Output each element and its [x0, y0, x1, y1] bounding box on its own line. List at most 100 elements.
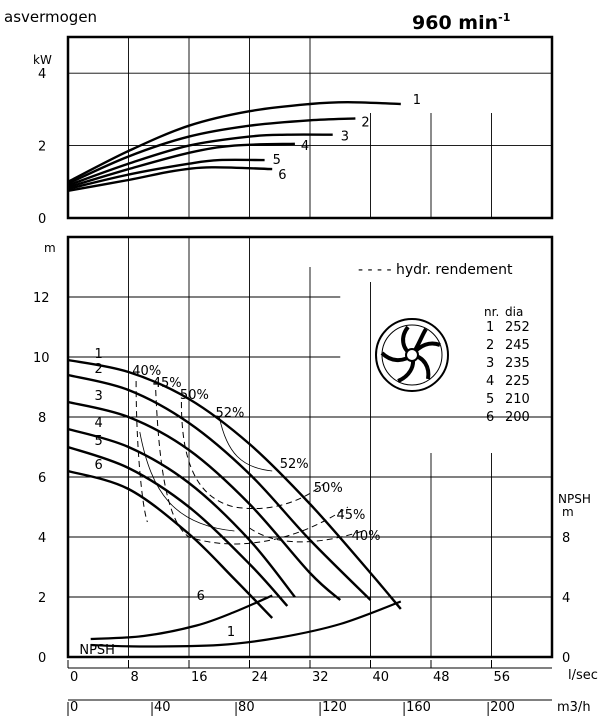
x-axis-label-m3h: m3/h	[557, 700, 591, 715]
legend-row-nr: 2	[486, 338, 494, 353]
legend-row-dia: 235	[505, 356, 530, 371]
power-curve-2	[67, 117, 356, 185]
power-curve-label-4: 4	[301, 139, 309, 154]
x2-tick-label: 40	[154, 700, 171, 715]
npsh-curve-6	[90, 594, 273, 641]
npsh-axis-label-line1: NPSH	[558, 492, 591, 506]
power-y-tick: 2	[38, 140, 46, 155]
x2-tick-label: 200	[490, 700, 515, 715]
power-y-tick: 4	[38, 67, 46, 82]
legend-row-nr: 4	[486, 374, 494, 389]
legend-row-nr: 6	[486, 410, 494, 425]
head-curve-3	[67, 400, 342, 601]
x-tick-label: 32	[312, 670, 329, 685]
x-tick-label: 0	[70, 670, 78, 685]
legend-row-dia: 245	[505, 338, 530, 353]
npsh-curve-label: 1	[227, 625, 235, 640]
power-curve-3	[67, 133, 333, 187]
power-curve-label-5: 5	[273, 153, 281, 168]
power-curve-5	[67, 158, 265, 191]
impeller-icon	[375, 318, 449, 392]
head-y-tick: 2	[38, 591, 46, 606]
head-y-tick: 8	[38, 411, 46, 426]
head-curve-label-5: 5	[94, 434, 102, 449]
eff-contour-45	[155, 389, 349, 545]
legend-row-dia: 225	[505, 374, 530, 389]
power-curve-6	[67, 166, 273, 192]
x-tick-label: 8	[131, 670, 139, 685]
head-curves: 12 3 4 5 6	[67, 347, 402, 619]
npsh-curves: NPSH 6 1	[79, 589, 402, 658]
head-y-axis-label: m	[44, 241, 56, 255]
legend-row-nr: 3	[486, 356, 494, 371]
head-curve-4	[67, 427, 296, 598]
head-curve-label-1: 1	[94, 347, 102, 362]
head-curve-6	[67, 469, 274, 619]
grid-layer	[68, 37, 552, 657]
efficiency-label: 52%	[280, 457, 309, 472]
legend-row-dia: 200	[505, 410, 530, 425]
power-y-axis-label: kW	[33, 53, 52, 67]
head-curve-label-4: 4	[94, 416, 102, 431]
legend-bg	[352, 252, 548, 282]
x2-tick-label: 160	[406, 700, 431, 715]
efficiency-label: 40%	[352, 529, 381, 544]
legend-head-dia: dia	[505, 305, 523, 319]
x2-tick-label: 120	[322, 700, 347, 715]
npsh-curve-label: 6	[197, 589, 205, 604]
npsh-y-tick: 0	[562, 651, 570, 666]
x-axis-label-lsec: l/sec	[568, 668, 598, 683]
power-curves: 1 23 4 56	[67, 93, 421, 192]
legend-table: 1 252 2 245 3 235 4 225 5 210 6 200	[486, 320, 530, 425]
efficiency-label: 40%	[132, 364, 161, 379]
head-curve-5	[67, 445, 289, 607]
power-curve-4	[67, 142, 295, 189]
x-tick-label: 24	[252, 670, 269, 685]
power-curve-label-6: 6	[278, 168, 286, 183]
x-tick-label: 56	[494, 670, 511, 685]
x-tick-label: 40	[373, 670, 390, 685]
efficiency-label: 50%	[314, 481, 343, 496]
power-curve-label-2: 2	[361, 115, 369, 130]
eff-contour-40	[135, 380, 148, 523]
legend-row-nr: 5	[486, 392, 494, 407]
efficiency-label: 52%	[215, 406, 244, 421]
npsh-curve-1	[90, 600, 402, 648]
head-y-tick: 10	[33, 351, 50, 366]
iso-line	[139, 431, 235, 532]
efficiency-label: 45%	[153, 376, 182, 391]
npsh-axis-label: NPSH m	[558, 492, 595, 519]
npsh-curve-label: NPSH	[79, 643, 115, 658]
x2-tick-label: 0	[70, 700, 78, 715]
power-curve-1	[67, 100, 401, 183]
x-tick-label: 48	[433, 670, 450, 685]
head-curve-2	[67, 373, 372, 601]
efficiency-contours: 40%45%50%52%52%50%45%40%	[132, 364, 381, 545]
head-y-tick: 4	[38, 531, 46, 546]
head-y-tick: 6	[38, 471, 46, 486]
tick-labels: 0 8 16 24 32 40 48 560 40 80 120 160 200024024681012…	[33, 67, 570, 716]
x-tick-label: 16	[191, 670, 208, 685]
efficiency-legend: - - - - hydr. rendement	[358, 262, 513, 278]
legend-row-dia: 252	[505, 320, 530, 335]
eff-contour-52	[218, 416, 273, 472]
npsh-axis-label-line2: m	[562, 505, 574, 519]
efficiency-label: 50%	[180, 388, 209, 403]
npsh-y-tick: 4	[562, 591, 570, 606]
head-y-tick: 12	[33, 291, 50, 306]
eff-contour-40-right	[249, 527, 364, 543]
head-y-tick: 0	[38, 651, 46, 666]
header-partial-title: asvermogen	[4, 8, 97, 26]
power-curve-label-3: 3	[341, 130, 349, 145]
head-curve-label-6: 6	[94, 458, 102, 473]
speed-label: 960 min-1	[412, 11, 510, 34]
eff-contour-50	[180, 401, 326, 510]
x2-tick-label: 80	[238, 700, 255, 715]
head-curve-1	[67, 358, 402, 610]
npsh-y-tick: 8	[562, 531, 570, 546]
legend-row-nr: 1	[486, 320, 494, 335]
legend-head-nr: nr.	[484, 305, 499, 319]
power-curve-label-1: 1	[413, 93, 421, 108]
efficiency-label: 45%	[336, 508, 365, 523]
